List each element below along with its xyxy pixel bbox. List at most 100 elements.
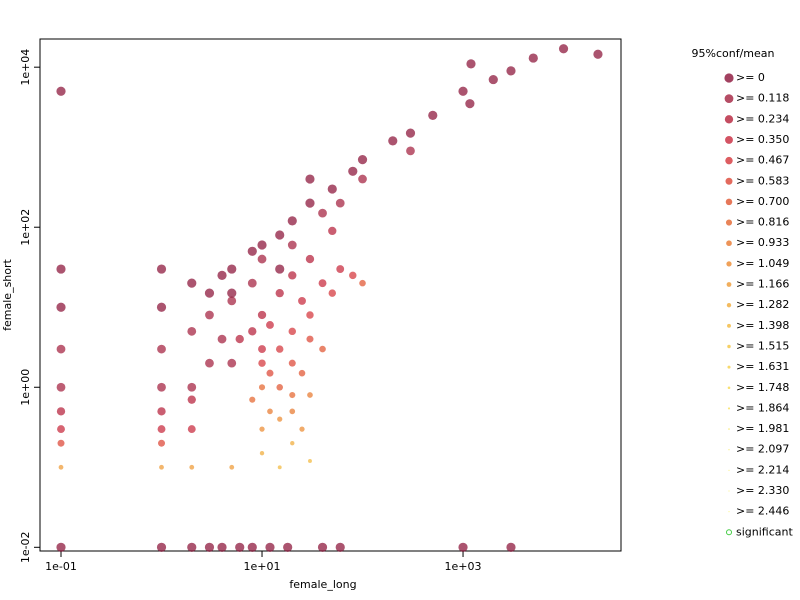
point	[288, 359, 296, 367]
point	[305, 174, 315, 184]
plot-frame	[39, 38, 622, 552]
point	[488, 74, 498, 85]
legend-label: >= 0	[736, 71, 765, 84]
point	[277, 465, 282, 470]
point	[227, 288, 237, 298]
point	[288, 271, 297, 280]
point	[308, 458, 312, 463]
point	[257, 240, 267, 250]
point	[359, 279, 366, 287]
legend-marker	[725, 219, 733, 226]
point	[258, 345, 266, 354]
point	[307, 392, 313, 398]
point	[217, 542, 227, 552]
point	[305, 198, 315, 208]
point	[288, 327, 296, 336]
point	[158, 439, 166, 447]
legend-label: >= 0.118	[736, 92, 789, 105]
legend-marker	[728, 469, 730, 471]
legend-marker	[727, 323, 731, 328]
point	[258, 384, 266, 391]
point	[357, 154, 368, 165]
point	[157, 344, 166, 354]
point	[227, 358, 237, 368]
legend-label: >= 1.515	[736, 339, 789, 352]
point	[248, 327, 257, 336]
legend-marker	[726, 240, 732, 247]
point	[298, 296, 306, 305]
x-axis-label: female_long	[289, 578, 356, 591]
point	[58, 464, 64, 470]
legend-marker	[727, 407, 731, 410]
point	[466, 59, 476, 69]
legend-label: >= 1.049	[736, 257, 789, 270]
point	[298, 369, 306, 377]
legend-label: >= 1.631	[736, 360, 789, 373]
point	[289, 391, 296, 399]
legend-label: >= 1.282	[736, 298, 789, 311]
legend-marker	[726, 302, 732, 308]
point	[258, 359, 266, 367]
point	[305, 254, 315, 264]
legend-label: >= 1.748	[736, 381, 789, 394]
point	[57, 439, 65, 447]
point	[257, 254, 267, 264]
legend-label: >= 1.398	[736, 319, 789, 332]
legend-marker	[725, 136, 733, 144]
point	[259, 451, 265, 456]
point	[247, 542, 257, 552]
point	[318, 208, 327, 218]
point	[428, 110, 438, 120]
point	[56, 302, 66, 312]
point	[57, 425, 65, 434]
point	[327, 184, 337, 194]
point	[56, 407, 66, 416]
legend-marker	[728, 428, 730, 430]
legend-marker	[724, 73, 734, 83]
point	[266, 321, 274, 329]
point	[348, 166, 358, 176]
legend-label: >= 0.583	[736, 174, 789, 187]
point	[406, 146, 415, 156]
legend-label: >= 0.350	[736, 133, 789, 146]
point	[328, 289, 336, 297]
point	[290, 441, 295, 446]
legend-label: >= 0.816	[736, 216, 789, 229]
point	[528, 53, 538, 63]
point	[257, 310, 267, 320]
point	[157, 382, 166, 392]
legend-marker	[728, 449, 730, 451]
point	[204, 288, 215, 298]
point	[229, 464, 235, 470]
point	[275, 264, 285, 274]
x-tick-label: 1e+03	[445, 560, 482, 573]
legend-marker	[725, 177, 733, 185]
y-axis-label: female_short	[1, 258, 14, 330]
point	[249, 396, 256, 403]
point	[289, 408, 296, 415]
y-tick-label: 1e+02	[19, 209, 32, 246]
point	[187, 542, 197, 552]
legend-label: >= 1.981	[736, 422, 789, 435]
point	[299, 426, 305, 432]
legend-marker	[727, 365, 731, 369]
point	[205, 358, 214, 368]
point	[506, 66, 516, 76]
point	[335, 542, 345, 552]
point	[187, 425, 196, 434]
point	[275, 345, 284, 353]
legend-label: >= 0.700	[736, 195, 789, 208]
legend-title: 95%conf/mean	[692, 47, 775, 60]
point	[56, 86, 66, 96]
point	[235, 542, 245, 552]
legend-marker	[726, 529, 732, 536]
point	[458, 542, 468, 552]
point	[156, 302, 167, 312]
point	[266, 369, 274, 377]
point	[156, 264, 167, 274]
point	[159, 464, 164, 470]
point	[187, 395, 196, 404]
point	[157, 407, 166, 416]
legend-label: >= 1.864	[736, 401, 789, 414]
point	[405, 128, 416, 138]
